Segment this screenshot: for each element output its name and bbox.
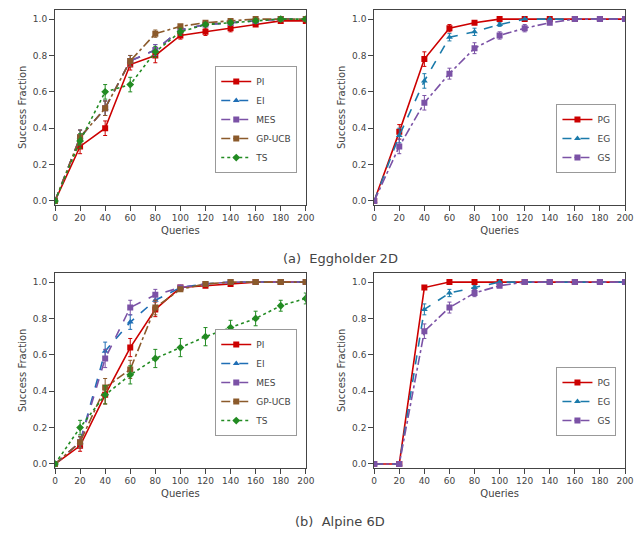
- svg-text:0.2: 0.2: [33, 160, 47, 170]
- svg-text:60: 60: [125, 476, 137, 486]
- svg-text:EG: EG: [597, 397, 610, 407]
- svg-text:200: 200: [616, 476, 633, 486]
- svg-text:20: 20: [394, 213, 406, 223]
- svg-text:120: 120: [516, 476, 533, 486]
- svg-text:40: 40: [99, 476, 111, 486]
- svg-text:0.4: 0.4: [33, 386, 48, 396]
- svg-text:0.6: 0.6: [33, 350, 48, 360]
- svg-text:180: 180: [591, 476, 608, 486]
- svg-text:60: 60: [125, 213, 137, 223]
- svg-text:160: 160: [566, 476, 583, 486]
- svg-text:0.8: 0.8: [352, 51, 367, 61]
- svg-text:180: 180: [272, 213, 289, 223]
- svg-text:180: 180: [272, 476, 289, 486]
- svg-text:20: 20: [394, 476, 406, 486]
- svg-text:1.0: 1.0: [33, 14, 48, 24]
- svg-text:0.0: 0.0: [352, 196, 367, 206]
- svg-text:0.4: 0.4: [352, 123, 367, 133]
- svg-text:160: 160: [247, 476, 264, 486]
- svg-text:Success Fraction: Success Fraction: [17, 329, 28, 412]
- svg-text:0.8: 0.8: [33, 51, 48, 61]
- svg-text:140: 140: [541, 476, 558, 486]
- svg-text:MES: MES: [256, 378, 275, 388]
- svg-text:TS: TS: [255, 416, 267, 426]
- svg-text:0.6: 0.6: [352, 87, 367, 97]
- svg-text:Queries: Queries: [480, 225, 519, 236]
- svg-text:0.0: 0.0: [33, 196, 48, 206]
- svg-text:GP-UCB: GP-UCB: [256, 397, 291, 407]
- svg-text:Success Fraction: Success Fraction: [336, 66, 347, 149]
- svg-text:(b) Alpine 6D: (b) Alpine 6D: [295, 514, 385, 529]
- svg-text:40: 40: [419, 213, 431, 223]
- svg-text:160: 160: [566, 213, 583, 223]
- svg-text:140: 140: [541, 213, 558, 223]
- svg-text:GS: GS: [597, 416, 610, 426]
- svg-text:0.2: 0.2: [352, 423, 366, 433]
- svg-text:120: 120: [197, 213, 214, 223]
- svg-text:160: 160: [247, 213, 264, 223]
- svg-text:GS: GS: [597, 153, 610, 163]
- svg-text:40: 40: [419, 476, 431, 486]
- svg-text:100: 100: [491, 213, 508, 223]
- svg-text:MES: MES: [256, 115, 275, 125]
- svg-text:120: 120: [197, 476, 214, 486]
- svg-text:1.0: 1.0: [352, 14, 367, 24]
- svg-text:180: 180: [591, 213, 608, 223]
- svg-text:EI: EI: [256, 359, 264, 369]
- svg-text:0: 0: [371, 213, 377, 223]
- svg-text:0.6: 0.6: [33, 87, 48, 97]
- svg-text:Queries: Queries: [161, 488, 200, 499]
- svg-text:40: 40: [99, 213, 111, 223]
- svg-text:0.0: 0.0: [33, 459, 48, 469]
- svg-text:1.0: 1.0: [352, 277, 367, 287]
- svg-text:Queries: Queries: [480, 488, 519, 499]
- svg-text:PI: PI: [256, 77, 264, 87]
- svg-text:60: 60: [444, 213, 456, 223]
- svg-text:120: 120: [516, 213, 533, 223]
- svg-text:100: 100: [172, 476, 189, 486]
- svg-text:EG: EG: [597, 134, 610, 144]
- svg-text:0.4: 0.4: [352, 386, 367, 396]
- svg-text:Queries: Queries: [161, 225, 200, 236]
- svg-text:0.8: 0.8: [352, 314, 367, 324]
- svg-text:140: 140: [222, 476, 239, 486]
- svg-text:60: 60: [444, 476, 456, 486]
- svg-text:80: 80: [469, 476, 481, 486]
- svg-text:0.8: 0.8: [33, 314, 48, 324]
- svg-text:TS: TS: [255, 153, 267, 163]
- svg-text:0: 0: [52, 476, 58, 486]
- svg-text:140: 140: [222, 213, 239, 223]
- svg-text:Success Fraction: Success Fraction: [336, 329, 347, 412]
- svg-text:200: 200: [297, 476, 314, 486]
- svg-text:80: 80: [150, 213, 162, 223]
- svg-text:0.2: 0.2: [352, 160, 366, 170]
- svg-text:200: 200: [297, 213, 314, 223]
- svg-text:100: 100: [491, 476, 508, 486]
- svg-text:100: 100: [172, 213, 189, 223]
- svg-text:GP-UCB: GP-UCB: [256, 134, 291, 144]
- svg-text:0.4: 0.4: [33, 123, 48, 133]
- svg-text:80: 80: [150, 476, 162, 486]
- svg-text:200: 200: [616, 213, 633, 223]
- svg-text:0: 0: [371, 476, 377, 486]
- svg-text:(a) Eggholder 2D: (a) Eggholder 2D: [283, 251, 398, 266]
- svg-text:Success Fraction: Success Fraction: [17, 66, 28, 149]
- svg-text:80: 80: [469, 213, 481, 223]
- svg-text:0.0: 0.0: [352, 459, 367, 469]
- svg-text:0.2: 0.2: [33, 423, 47, 433]
- svg-text:20: 20: [74, 213, 86, 223]
- svg-text:1.0: 1.0: [33, 277, 48, 287]
- svg-text:PG: PG: [597, 115, 609, 125]
- svg-text:PI: PI: [256, 340, 264, 350]
- svg-text:EI: EI: [256, 96, 264, 106]
- svg-text:PG: PG: [597, 378, 609, 388]
- svg-text:0.6: 0.6: [352, 350, 367, 360]
- svg-text:20: 20: [74, 476, 86, 486]
- svg-text:0: 0: [52, 213, 58, 223]
